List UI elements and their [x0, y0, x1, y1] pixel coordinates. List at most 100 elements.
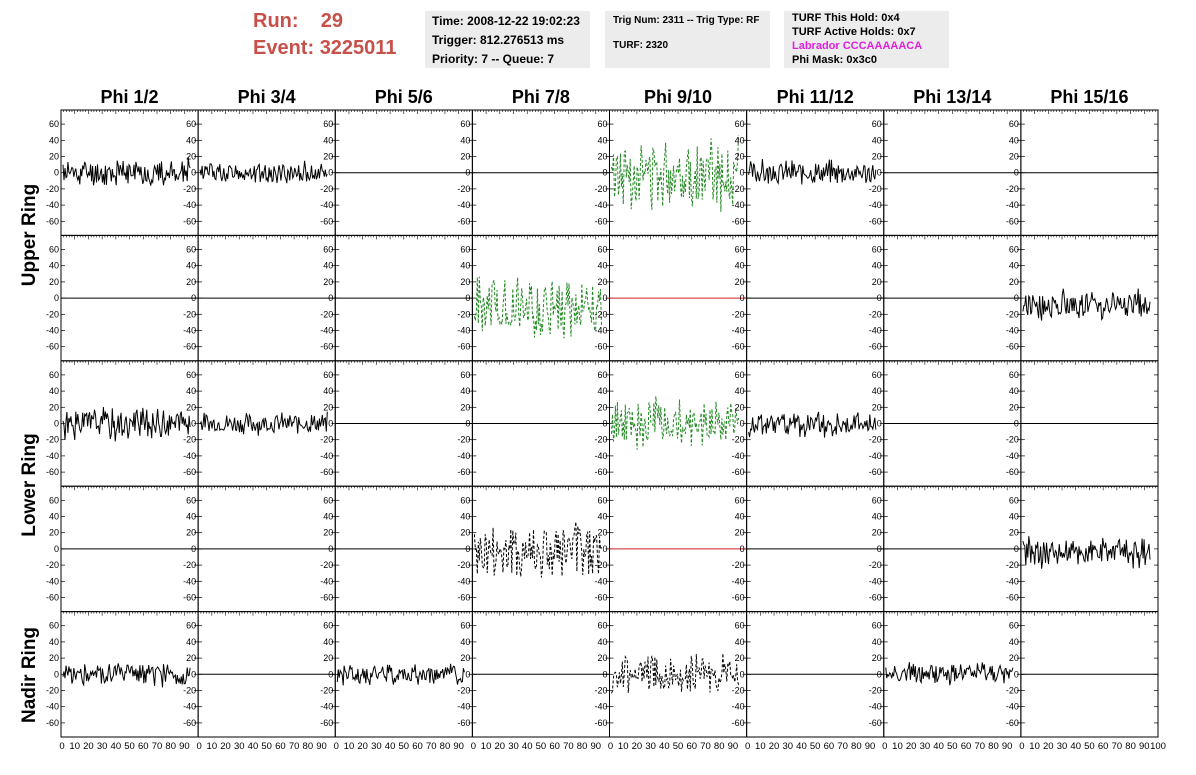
phi-header-5: Phi 9/10 — [644, 87, 713, 107]
y-tick-label: 20 — [186, 653, 196, 663]
x-tick-label: 10 — [207, 741, 218, 752]
panel-frame — [471, 234, 610, 362]
y-tick-label: -60 — [594, 342, 607, 352]
x-tick-label: 60 — [138, 741, 149, 752]
x-tick-label: 60 — [686, 741, 697, 752]
y-tick-label: -40 — [732, 702, 745, 712]
x-tick-label: 60 — [549, 741, 560, 752]
y-tick-label: 40 — [49, 512, 59, 522]
y-tick-label: 60 — [735, 245, 745, 255]
waveform-trace — [611, 396, 740, 450]
y-tick-label: 40 — [460, 386, 470, 396]
x-tick-label: 60 — [961, 741, 972, 752]
y-tick-label: 0 — [465, 168, 470, 178]
y-tick-label: -20 — [732, 686, 745, 696]
y-tick-label: -40 — [594, 702, 607, 712]
y-tick-label: -20 — [46, 309, 59, 319]
y-tick-label: 60 — [597, 245, 607, 255]
y-tick-label: 20 — [49, 528, 59, 538]
y-tick-label: 20 — [1009, 402, 1019, 412]
x-tick-label: 50 — [1084, 741, 1095, 752]
y-tick-label: -60 — [594, 216, 607, 226]
y-tick-label: 40 — [1009, 386, 1019, 396]
y-tick-label: 60 — [49, 495, 59, 505]
x-tick-label: 10 — [892, 741, 903, 752]
y-tick-label: 40 — [597, 386, 607, 396]
y-tick-label: 20 — [323, 528, 333, 538]
y-tick-label: -60 — [1006, 718, 1019, 728]
y-tick-label: 40 — [1009, 512, 1019, 522]
y-tick-label: 0 — [740, 669, 745, 679]
panel-r3-c5: -60 -40 -20 0 20 40 60 — [732, 485, 885, 613]
y-tick-label: -40 — [457, 576, 470, 586]
y-tick-label: -20 — [869, 435, 882, 445]
x-tick-label: 20 — [632, 741, 643, 752]
x-tick-label: 0 — [745, 741, 750, 752]
y-tick-label: 60 — [872, 495, 882, 505]
x-tick-label: 40 — [385, 741, 396, 752]
y-tick-label: 60 — [735, 119, 745, 129]
x-tick-label: 30 — [371, 741, 382, 752]
y-tick-label: -60 — [183, 342, 196, 352]
y-tick-label: 40 — [735, 386, 745, 396]
turf-info-box: TURF This Hold: 0x4 TURF Active Holds: 0… — [784, 11, 949, 68]
turf-this-hold-text: TURF This Hold: 0x4 — [792, 12, 900, 24]
y-tick-label: -40 — [1006, 702, 1019, 712]
event-value: 3225011 — [319, 37, 397, 59]
y-tick-label: 20 — [323, 653, 333, 663]
y-tick-label: -40 — [594, 200, 607, 210]
y-tick-label: 60 — [323, 119, 333, 129]
x-tick-label: 10 — [344, 741, 355, 752]
y-tick-label: -40 — [869, 200, 882, 210]
y-tick-label: 40 — [323, 386, 333, 396]
x-tick-label: 70 — [152, 741, 163, 752]
y-tick-label: -20 — [869, 560, 882, 570]
y-tick-label: 20 — [460, 402, 470, 412]
y-tick-label: 20 — [460, 528, 470, 538]
y-tick-label: -40 — [1006, 576, 1019, 586]
y-tick-label: 0 — [877, 419, 882, 429]
y-tick-label: 40 — [49, 261, 59, 271]
panel-r3-c3: -60 -40 -20 0 20 40 60 — [457, 485, 610, 613]
y-tick-label: 20 — [323, 277, 333, 287]
y-tick-label: -60 — [457, 467, 470, 477]
y-tick-label: 40 — [460, 261, 470, 271]
panel-r3-c7: -60 -40 -20 0 20 40 60 — [1006, 485, 1159, 613]
panel-r1-c2: -60 -40 -20 0 20 40 60 — [320, 234, 473, 362]
panel-r4-c2: -60 -40 -20 0 20 40 60 — [320, 611, 473, 738]
panel-frame — [471, 485, 610, 613]
y-tick-label: 20 — [460, 653, 470, 663]
y-tick-label: 60 — [460, 370, 470, 380]
panel-r4-c4: -60 -40 -20 0 20 40 60 — [594, 611, 748, 738]
panel-r1-c0: -60 -40 -20 0 20 40 60 — [46, 234, 199, 362]
y-tick-label: -20 — [869, 686, 882, 696]
y-tick-label: 60 — [323, 495, 333, 505]
y-tick-label: 20 — [49, 653, 59, 663]
x-tick-label: 40 — [111, 741, 122, 752]
y-tick-label: 40 — [872, 512, 882, 522]
y-tick-label: -40 — [320, 451, 333, 461]
y-tick-label: 0 — [740, 544, 745, 554]
turf-text: TURF: 2320 — [613, 40, 669, 51]
panel-r3-c1: -60 -40 -20 0 20 40 60 — [183, 485, 336, 613]
phi-header-4: Phi 7/8 — [511, 87, 570, 107]
y-tick-label: -60 — [457, 718, 470, 728]
y-tick-label: 0 — [54, 419, 59, 429]
y-tick-label: 60 — [1009, 621, 1019, 631]
y-tick-label: 60 — [49, 119, 59, 129]
waveform-trace — [611, 135, 740, 212]
y-tick-label: -40 — [457, 200, 470, 210]
y-tick-label: -40 — [46, 576, 59, 586]
y-tick-label: -60 — [183, 718, 196, 728]
panel-r4-c7: -60 -40 -20 0 20 40 60 — [1006, 611, 1159, 738]
y-tick-label: -40 — [183, 702, 196, 712]
y-tick-label: 60 — [49, 370, 59, 380]
y-tick-label: 60 — [186, 119, 196, 129]
panel-r4-c0: -60 -40 -20 0 20 40 60 — [46, 611, 199, 738]
y-tick-label: -60 — [732, 718, 745, 728]
y-tick-label: -20 — [183, 686, 196, 696]
y-tick-label: -20 — [457, 686, 470, 696]
y-tick-label: 0 — [328, 293, 333, 303]
y-tick-label: 20 — [872, 653, 882, 663]
phi-mask-text: Phi Mask: 0x3c0 — [792, 54, 877, 66]
